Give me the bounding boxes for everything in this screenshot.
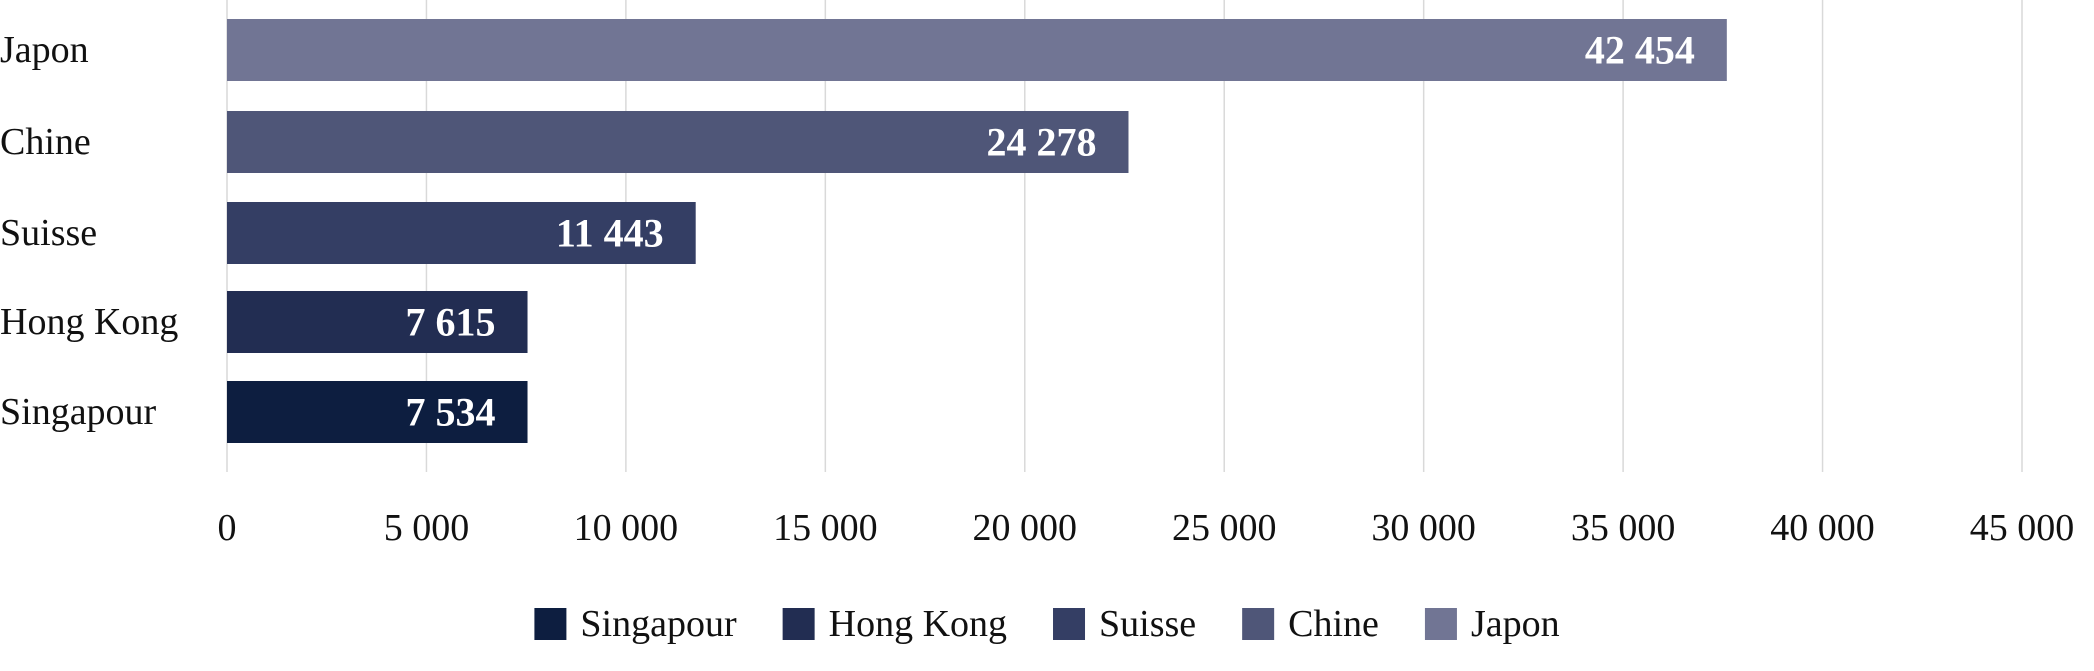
x-tick-label: 40 000: [1770, 507, 1875, 549]
legend-label-chine: Chine: [1288, 603, 1379, 645]
legend-swatch-chine: [1242, 608, 1275, 640]
data-label-chine: 24 278: [986, 120, 1096, 165]
bar-suisse: [227, 202, 696, 264]
legend-label-japon: Japon: [1471, 603, 1560, 645]
bars: 7 534 7 615 11 443 24 278 42 454: [227, 19, 1727, 443]
category-label-singapour: Singapour: [0, 391, 157, 433]
x-tick-label: 45 000: [1970, 507, 2075, 549]
category-label-chine: Chine: [0, 121, 91, 163]
x-tick-label: 10 000: [574, 507, 679, 549]
bar-japon: [227, 19, 1727, 81]
bar-hong-kong: [227, 291, 528, 353]
x-tick-label: 5 000: [384, 507, 470, 549]
legend-label-singapour: Singapour: [580, 603, 737, 645]
data-label-hong-kong: 7 615: [406, 300, 496, 345]
bar-chine: [227, 111, 1129, 173]
x-tick-label: 20 000: [973, 507, 1078, 549]
legend-swatch-singapour: [534, 608, 567, 640]
x-tick-label: 30 000: [1371, 507, 1476, 549]
legend: Singapour Hong Kong Suisse Chine Japon: [534, 603, 1560, 645]
category-labels: Singapour Hong Kong Suisse Chine Japon: [0, 29, 178, 433]
x-axis-ticks: 0 5 000 10 000 15 000 20 000 25 000 30 000 35 0…: [218, 507, 2075, 549]
legend-label-suisse: Suisse: [1099, 603, 1196, 645]
x-tick-label: 0: [218, 507, 237, 549]
legend-label-hong-kong: Hong Kong: [829, 603, 1007, 645]
data-label-suisse: 11 443: [556, 211, 664, 256]
category-label-suisse: Suisse: [0, 212, 97, 254]
legend-swatch-hong-kong: [782, 608, 815, 640]
x-tick-label: 35 000: [1571, 507, 1676, 549]
category-label-japon: Japon: [0, 29, 89, 71]
legend-swatch-suisse: [1053, 608, 1086, 640]
data-label-singapour: 7 534: [406, 390, 496, 435]
data-label-japon: 42 454: [1585, 28, 1695, 73]
x-tick-label: 15 000: [773, 507, 878, 549]
bar-singapour: [227, 381, 528, 443]
legend-swatch-japon: [1424, 608, 1457, 640]
category-label-hong-kong: Hong Kong: [0, 301, 178, 343]
x-tick-label: 25 000: [1172, 507, 1277, 549]
